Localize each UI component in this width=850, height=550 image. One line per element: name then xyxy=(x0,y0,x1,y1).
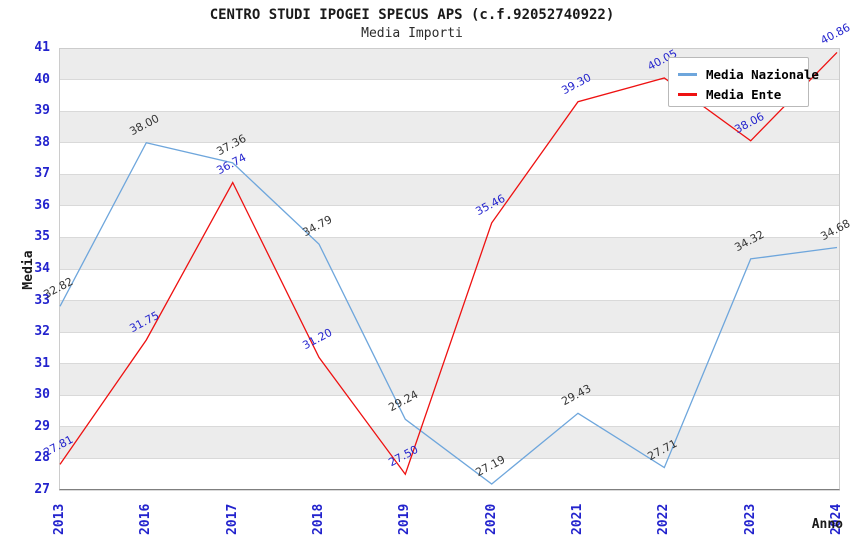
y-tick: 37 xyxy=(34,166,50,182)
y-tick: 33 xyxy=(34,292,50,308)
y-tick: 39 xyxy=(34,103,50,119)
legend-item-media-ente: Media Ente xyxy=(678,85,808,103)
y-tick: 30 xyxy=(34,387,50,403)
y-tick: 27 xyxy=(34,482,50,497)
legend-label-nazionale: Media Nazionale xyxy=(706,66,819,82)
plot-band xyxy=(59,142,840,175)
plot-band xyxy=(59,237,840,269)
plot-band xyxy=(59,269,840,301)
gridline xyxy=(59,363,840,365)
gridline xyxy=(59,394,840,396)
chart-title: CENTRO STUDI IPOGEI SPECUS APS (c.f.9205… xyxy=(209,7,615,23)
gridline xyxy=(59,110,840,112)
gridline xyxy=(59,142,840,144)
y-tick: 35 xyxy=(34,229,50,245)
gridline xyxy=(59,331,840,333)
series-line-media-ente xyxy=(59,51,838,476)
y-tick: 40 xyxy=(34,71,50,87)
legend-line-sample-nazionale xyxy=(678,72,697,76)
plot-band xyxy=(59,458,840,490)
plot-band xyxy=(59,363,840,396)
y-tick: 38 xyxy=(34,134,50,150)
plot-band xyxy=(59,174,840,206)
gridline xyxy=(59,79,840,81)
plot-band xyxy=(59,111,840,143)
chart-subtitle: Media Importi xyxy=(361,26,463,41)
y-tick: 29 xyxy=(34,418,50,434)
legend-item-media-nazionale: Media Nazionale xyxy=(678,65,819,83)
y-tick: 32 xyxy=(34,324,50,340)
series-line-media-nazionale xyxy=(59,141,838,485)
legend: Media Nazionale Media Ente xyxy=(668,57,819,107)
gridline xyxy=(59,173,840,175)
y-tick: 28 xyxy=(34,450,50,466)
gridline xyxy=(59,426,840,428)
y-tick: 36 xyxy=(34,197,50,213)
gridline xyxy=(59,236,840,238)
gridline xyxy=(59,457,840,459)
y-tick: 41 xyxy=(34,40,50,55)
y-tick: 31 xyxy=(34,355,50,371)
plot-band xyxy=(59,300,840,333)
y-tick: 34 xyxy=(34,261,50,276)
plot-band xyxy=(59,395,840,427)
gridline xyxy=(59,300,840,302)
legend-line-sample-ente xyxy=(678,92,697,96)
plot-band xyxy=(59,205,840,238)
gridline xyxy=(59,489,840,491)
gridline xyxy=(59,268,840,270)
gridline xyxy=(59,205,840,207)
x-axis-title: Anno xyxy=(811,517,843,532)
legend-label-ente: Media Ente xyxy=(706,86,782,102)
